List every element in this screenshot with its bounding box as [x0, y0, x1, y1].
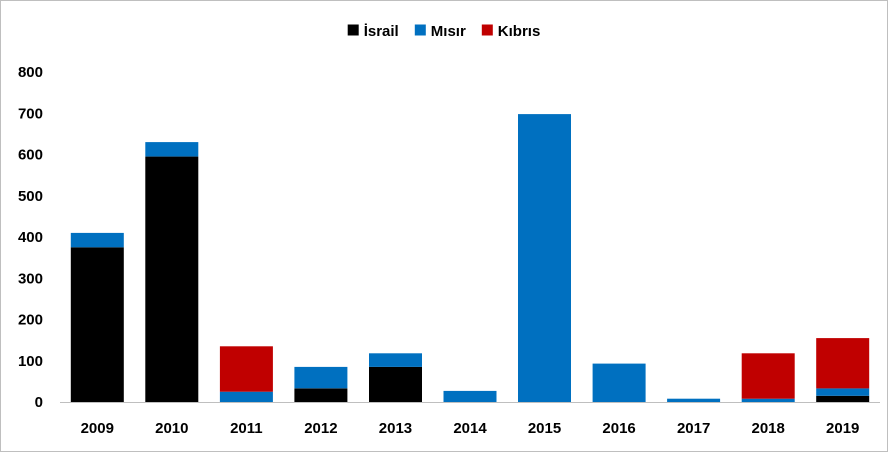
x-tick-label: 2019	[826, 420, 859, 437]
x-tick-label: 2013	[379, 420, 412, 437]
y-tick-label: 200	[18, 312, 43, 329]
bar-segment	[145, 142, 199, 157]
bar-segment	[369, 353, 422, 367]
x-tick-label: 2009	[81, 420, 114, 437]
y-tick-label: 0	[35, 394, 43, 411]
bar-segment	[145, 156, 199, 402]
x-tick-label: 2016	[602, 420, 635, 437]
legend-label: Mısır	[431, 23, 466, 40]
bar-segment	[518, 114, 571, 402]
legend-swatch	[347, 24, 359, 36]
legend-swatch	[414, 24, 426, 36]
bar-stack	[816, 338, 870, 402]
bar-segment	[816, 338, 870, 389]
legend-label: Kıbrıs	[498, 23, 541, 40]
bar-segment	[294, 366, 348, 389]
y-tick-label: 100	[18, 353, 43, 370]
bar-segment	[369, 366, 422, 402]
bar-stack	[443, 390, 497, 402]
legend-label: İsrail	[364, 23, 399, 40]
y-tick-label: 700	[18, 105, 43, 122]
x-tick-label: 2014	[453, 420, 487, 437]
y-tick-label: 300	[18, 270, 43, 287]
bar-segment	[443, 390, 497, 402]
x-tick-label: 2011	[230, 420, 263, 437]
bar-stack	[667, 398, 721, 402]
bar-stack	[70, 232, 124, 402]
bar-stack	[369, 353, 422, 402]
bar-segment	[741, 353, 795, 399]
x-tick-label: 2017	[677, 420, 710, 437]
x-tick-label: 2015	[528, 420, 561, 437]
bar-segment	[70, 247, 124, 402]
x-tick-label: 2012	[304, 420, 337, 437]
y-tick-label: 400	[18, 229, 43, 246]
y-tick-label: 800	[18, 64, 43, 81]
x-tick-label: 2010	[155, 420, 188, 437]
bar-segment	[219, 346, 273, 392]
bar-segment	[294, 388, 348, 402]
y-tick-label: 600	[18, 147, 43, 164]
bar-segment	[741, 398, 795, 402]
bar-segment	[219, 391, 273, 402]
x-axis-tick-labels: 2009 2010 2011 2012 2013 2014 2015 2016 2017 2018…	[81, 420, 860, 437]
bar-segment	[667, 398, 721, 402]
x-tick-label: 2018	[751, 420, 784, 437]
bar-stack	[741, 353, 795, 402]
legend-item: Mısır	[414, 23, 466, 40]
legend-item: Kıbrıs	[481, 23, 541, 40]
bar-stack	[518, 114, 571, 402]
bar-stack	[592, 363, 646, 402]
bar-stack	[219, 346, 273, 402]
bar-segment	[816, 388, 870, 396]
bars	[70, 114, 870, 402]
bar-stack	[145, 142, 199, 402]
legend-swatch	[481, 24, 493, 36]
y-tick-label: 500	[18, 188, 43, 205]
legend: İsrail Mısır Kıbrıs	[347, 23, 541, 40]
bar-segment	[70, 232, 124, 248]
y-axis-tick-labels: 0 100 200 300 400 500 600 700 800	[18, 64, 43, 411]
bar-segment	[816, 395, 870, 402]
bar-stack	[294, 366, 348, 402]
bar-segment	[592, 363, 646, 402]
legend-item: İsrail	[347, 23, 399, 40]
